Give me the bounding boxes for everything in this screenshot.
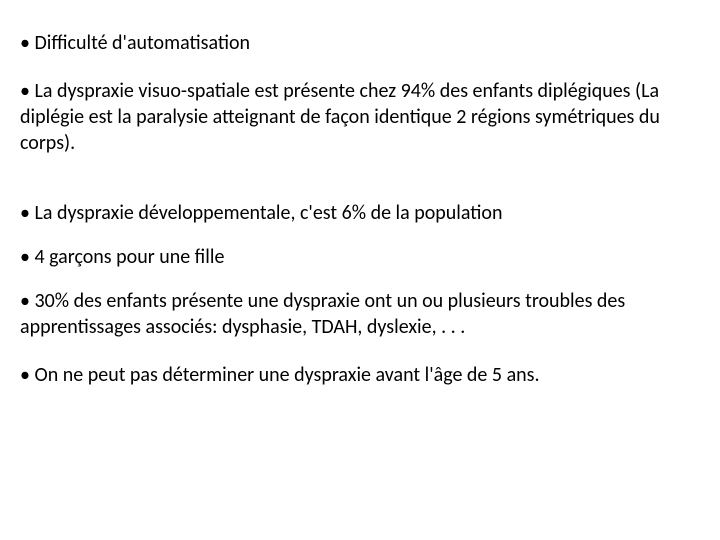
bullet-item-2: • La dyspraxie visuo-spatiale est présen… (20, 78, 700, 156)
bullet-item-5: • 30% des enfants présente une dyspraxie… (20, 288, 700, 340)
bullet-item-1: • Difficulté d'automatisation (20, 30, 700, 56)
bullet-item-3: • La dyspraxie développementale, c'est 6… (20, 200, 700, 226)
bullet-item-6: • On ne peut pas déterminer une dyspraxi… (20, 362, 700, 388)
bullet-item-4: • 4 garçons pour une fille (20, 244, 700, 270)
